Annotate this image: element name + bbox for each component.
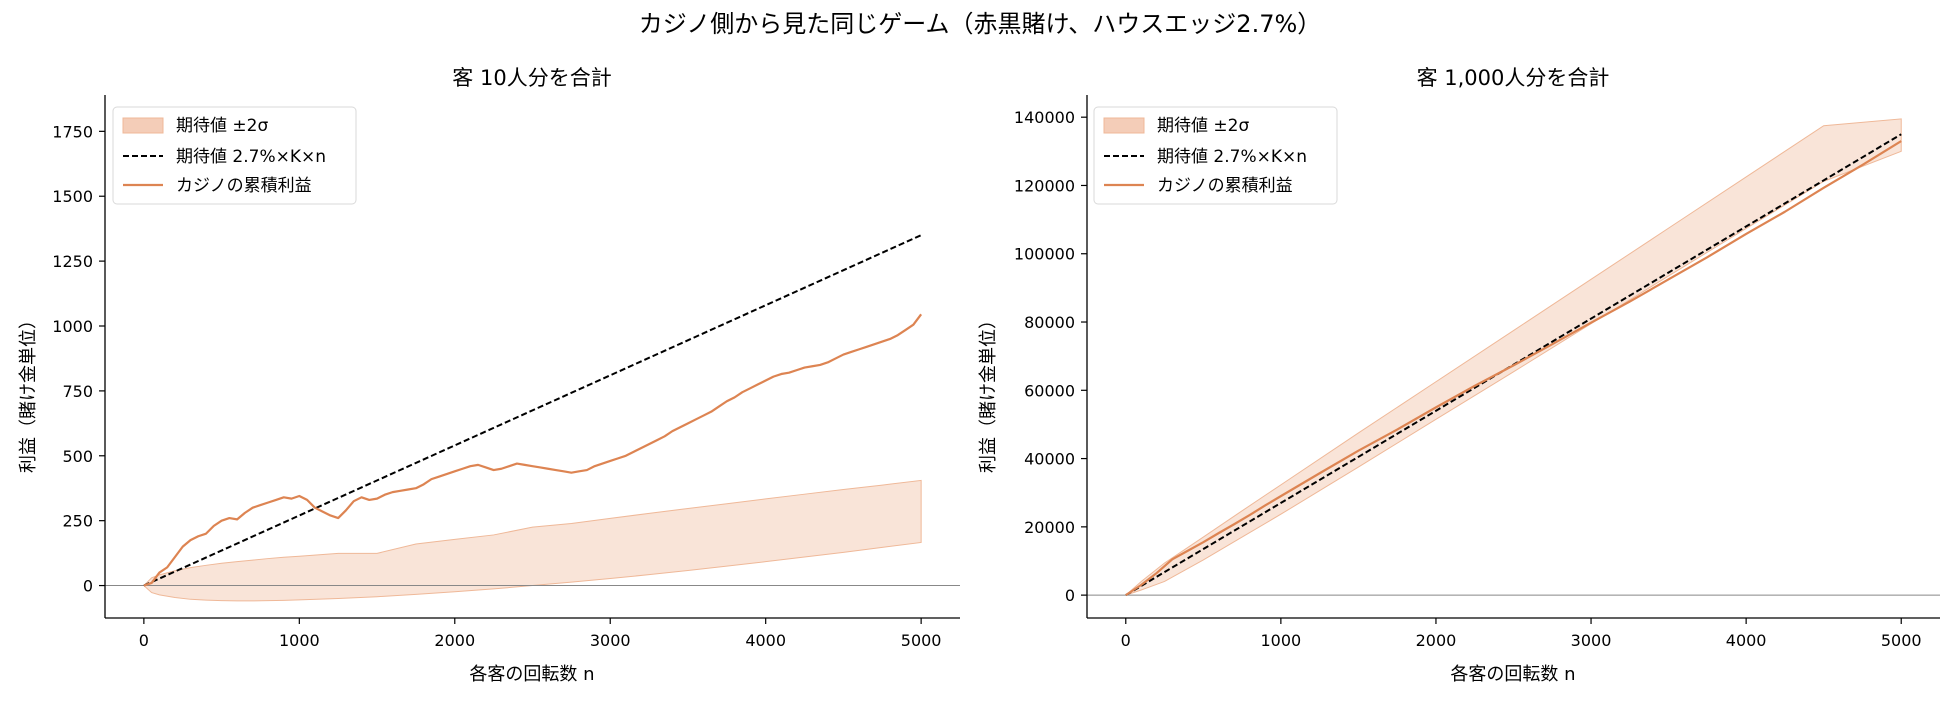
confidence-band (143, 479, 922, 602)
legend-label-profit: カジノの累積利益 (1157, 176, 1293, 196)
x-axis-label: 各客の回転数 n (1450, 664, 1575, 685)
y-tick-label: 1500 (52, 187, 93, 206)
y-tick-label: 80000 (1024, 313, 1075, 332)
y-tick-label: 750 (62, 382, 93, 401)
y-axis-label: 利益（賭け金単位） (18, 311, 39, 473)
plot-area: 0 1000 2000 3000 4000 5000 0 20000 40000 60000 800… (1014, 95, 1940, 650)
x-tick-label: 0 (1121, 631, 1131, 650)
legend-box (1093, 106, 1338, 205)
legend-swatch-band (1103, 117, 1145, 134)
y-tick-label: 20000 (1024, 518, 1075, 537)
figure-suptitle: カジノ側から見た同じゲーム（赤黒賭け、ハウスエッジ2.7%） (639, 10, 1322, 38)
x-tick-label: 1000 (1261, 631, 1302, 650)
y-tick-label: 40000 (1024, 450, 1075, 469)
series-line-profit (143, 313, 923, 587)
expected-line (143, 234, 922, 587)
legend-label-expected: 期待値 2.7%×K×n (176, 147, 326, 167)
y-tick-label: 1250 (52, 252, 93, 271)
y-tick-label: 120000 (1014, 176, 1075, 195)
y-tick-label: 250 (62, 512, 93, 531)
plot-area: 0 1000 2000 3000 4000 5000 0 250 500 750 1000 1250 1… (52, 95, 960, 650)
chart-title: 客 1,000人分を合計 (1417, 66, 1610, 90)
y-tick-label: 140000 (1014, 108, 1075, 127)
chart-panel-left: 客 10人分を合計 0 1000 2000 3000 4000 5000 0 250 500 75… (18, 66, 960, 685)
y-tick-label: 100000 (1014, 245, 1075, 264)
x-tick-label: 5000 (901, 631, 942, 650)
x-tick-label: 2000 (434, 631, 475, 650)
x-tick-label: 4000 (745, 631, 786, 650)
y-tick-label: 60000 (1024, 381, 1075, 400)
x-tick-label: 1000 (279, 631, 320, 650)
y-tick-label: 0 (83, 577, 93, 596)
y-tick-label: 500 (62, 447, 93, 466)
x-tick-label: 3000 (590, 631, 631, 650)
legend: 期待値 ±2σ 期待値 2.7%×K×n カジノの累積利益 (112, 106, 357, 205)
x-tick-label: 2000 (1416, 631, 1457, 650)
legend: 期待値 ±2σ 期待値 2.7%×K×n カジノの累積利益 (1093, 106, 1338, 205)
legend-box (112, 106, 357, 205)
legend-label-band: 期待値 ±2σ (176, 116, 268, 136)
y-tick-label: 1000 (52, 317, 93, 336)
y-axis-label: 利益（賭け金単位） (978, 311, 999, 473)
x-axis-label: 各客の回転数 n (469, 664, 594, 685)
chart-panel-right: 客 1,000人分を合計 0 1000 2000 3000 4000 5000 0 20000… (978, 66, 1940, 685)
legend-label-band: 期待値 ±2σ (1157, 116, 1249, 136)
x-tick-label: 4000 (1726, 631, 1767, 650)
x-tick-label: 0 (139, 631, 149, 650)
legend-swatch-band (122, 117, 164, 134)
x-tick-label: 3000 (1571, 631, 1612, 650)
y-tick-label: 1750 (52, 122, 93, 141)
y-tick-label: 0 (1065, 586, 1075, 605)
chart-title: 客 10人分を合計 (452, 66, 611, 90)
x-tick-label: 5000 (1881, 631, 1922, 650)
series-line-profit (1125, 140, 1902, 597)
legend-label-profit: カジノの累積利益 (176, 176, 312, 196)
legend-label-expected: 期待値 2.7%×K×n (1157, 147, 1307, 167)
